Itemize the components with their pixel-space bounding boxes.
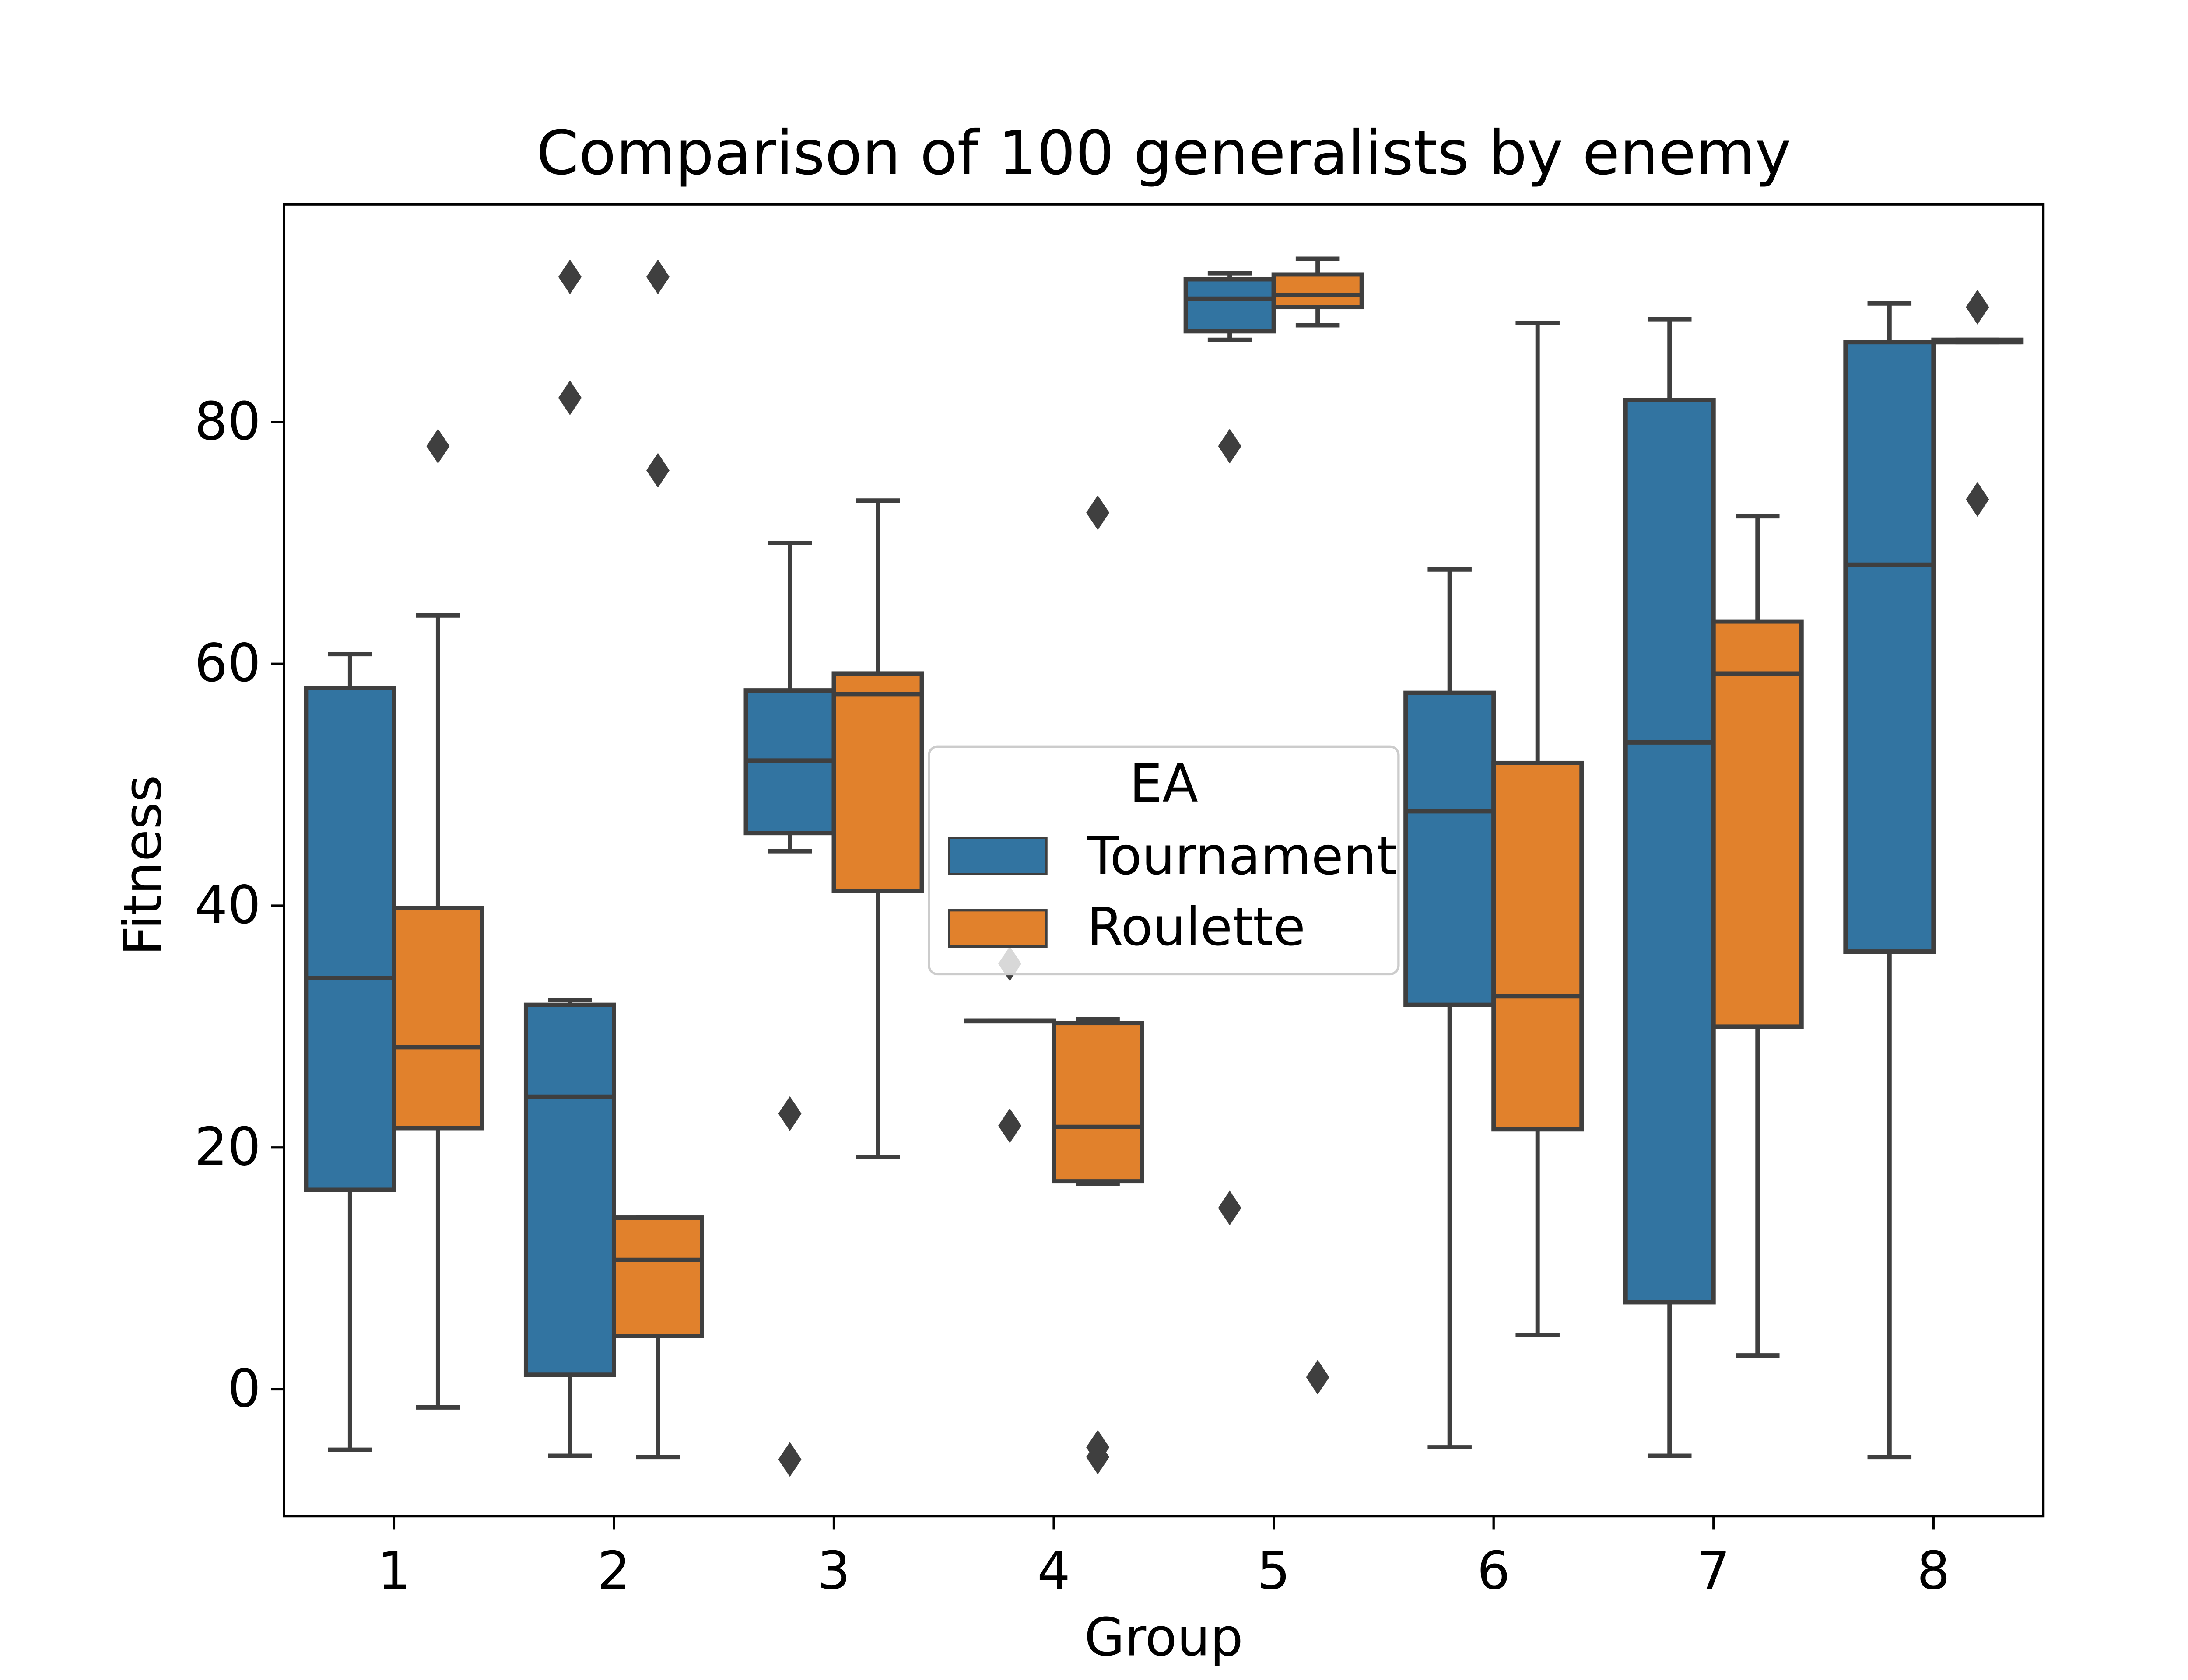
y-tick-label: 20 [194,1116,261,1177]
box-body [611,1215,704,1338]
box-group-6-roulette [1491,321,1584,1337]
box-group-2-roulette [611,259,704,1460]
legend-swatch-tournament [948,836,1048,875]
box-body [523,1002,616,1377]
outlier-point [646,259,670,294]
box-body [1711,619,1804,1029]
chart-title: Comparison of 100 generalists by enemy [536,118,1792,189]
box-group-4-roulette [1052,495,1144,1474]
box-body [392,906,484,1130]
box-group-3-tournament [743,540,836,1477]
box-body [831,671,924,893]
x-tick-label: 7 [1697,1540,1730,1601]
x-tick-label: 2 [597,1540,631,1601]
plot-frame [283,203,2045,1518]
outlier-point [1966,290,1989,325]
legend-title: EA [1129,753,1198,814]
box-body [1271,272,1364,310]
box-body [1843,340,1936,954]
box-group-8-roulette [1931,290,2024,517]
x-axis-label: Group [1084,1607,1243,1668]
box-group-1-tournament [304,652,396,1452]
y-tick-label: 40 [194,875,261,936]
y-tick-label: 0 [228,1358,261,1419]
plot-marks [304,256,2024,1477]
x-tick-label: 5 [1257,1540,1290,1601]
x-tick-label: 3 [817,1540,851,1601]
box-group-7-roulette [1711,514,1804,1358]
legend-label-tournament: Tournament [1087,826,1397,887]
y-axis-label: Fitness [113,775,174,956]
y-tick-label: 60 [194,633,261,694]
box-group-6-tournament [1403,567,1496,1450]
x-tick-label: 4 [1037,1540,1070,1601]
outlier-point [558,380,582,416]
box-body [1491,760,1584,1132]
outlier-point [778,1442,802,1477]
box-body [1183,277,1276,334]
box-group-8-tournament [1843,301,1936,1460]
x-tick-label: 6 [1477,1540,1510,1601]
box-body [1403,690,1496,1007]
box-body [1052,1021,1144,1184]
legend-swatch-roulette [948,909,1048,948]
y-tick-label: 80 [194,391,261,452]
box-group-1-roulette [392,429,484,1410]
y-axis-ticks: 0 20 40 60 80 [194,391,284,1419]
box-group-7-tournament [1623,317,1716,1458]
box-group-2-tournament [523,259,616,1458]
legend: EA Tournament Roulette [928,745,1400,976]
outlier-point [1086,495,1110,530]
x-tick-label: 8 [1917,1540,1950,1601]
outlier-point [646,453,670,488]
box-group-3-roulette [831,498,924,1159]
box-body [304,686,396,1192]
legend-label-roulette: Roulette [1087,897,1305,958]
outlier-point [1966,482,1989,517]
x-axis-ticks: 1 2 3 4 5 6 7 8 [377,1516,1950,1601]
box-body [1623,398,1716,1305]
outlier-point [558,259,582,294]
x-tick-label: 1 [377,1540,410,1601]
